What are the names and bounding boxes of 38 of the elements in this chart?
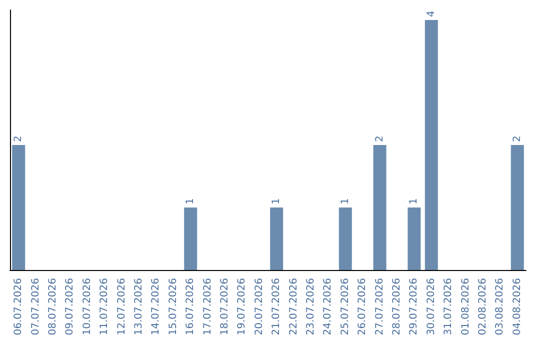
x-tick-label: 24.07.2026 (322, 278, 334, 336)
data-label: 2 (13, 136, 24, 142)
x-tick-label: 02.08.2026 (478, 278, 488, 336)
x-tick-label: 18.07.2026 (220, 278, 230, 336)
x-tick-label: 21.07.2026 (271, 278, 282, 336)
x-tick-label: 19.07.2026 (236, 278, 248, 336)
data-label: 2 (374, 136, 386, 142)
x-tick-label: 27.07.2026 (374, 278, 386, 336)
x-tick-label: 11.07.2026 (99, 278, 110, 336)
x-tick-label: 07.07.2026 (30, 278, 42, 336)
x-tick-label: 23.07.2026 (306, 278, 316, 336)
x-tick-label: 16.07.2026 (185, 278, 196, 336)
x-tick-label: 10.07.2026 (82, 278, 93, 336)
data-label: 4 (426, 10, 437, 17)
x-tick-label: 30.07.2026 (426, 278, 437, 336)
x-tick-label: 22.07.2026 (288, 278, 300, 336)
x-tick-label: 01.08.2026 (460, 278, 472, 336)
x-tick-label: 29.07.2026 (408, 278, 420, 336)
x-tick-label: 06.07.2026 (13, 278, 24, 336)
data-label: 1 (185, 198, 196, 204)
x-tick-label: 13.07.2026 (134, 278, 144, 336)
x-tick-label: 04.08.2026 (512, 278, 523, 336)
x-tick-label: 09.07.2026 (64, 278, 76, 336)
data-label: 1 (271, 198, 282, 204)
data-label: 2 (512, 136, 523, 142)
data-label: 1 (340, 198, 351, 204)
data-label: 1 (408, 198, 420, 204)
x-tick-label: 03.08.2026 (494, 278, 506, 336)
x-tick-label: 17.07.2026 (202, 278, 214, 336)
x-tick-label: 14.07.2026 (150, 278, 162, 336)
x-tick-label: 25.07.2026 (340, 278, 351, 336)
x-tick-label: 12.07.2026 (116, 278, 128, 336)
x-tick-label: 08.07.2026 (48, 278, 58, 336)
x-tick-label: 20.07.2026 (254, 278, 265, 336)
x-tick-label: 28.07.2026 (392, 278, 402, 336)
x-tick-label: 15.07.2026 (168, 278, 179, 336)
x-tick-label: 26.07.2026 (357, 278, 368, 336)
x-tick-label: 31.07.2026 (443, 278, 454, 336)
